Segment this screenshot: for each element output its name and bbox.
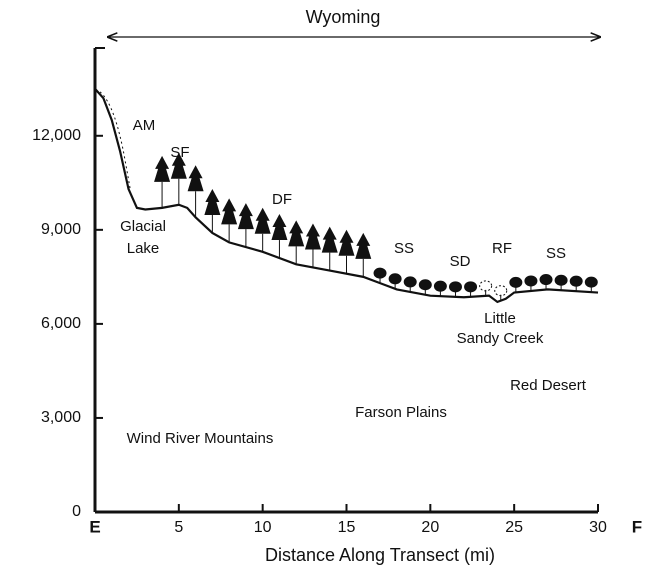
y-tick-label: 3,000 (41, 409, 81, 426)
y-tick-label: 6,000 (41, 315, 81, 332)
tree (204, 188, 221, 215)
annotation: Sandy Creek (457, 330, 544, 347)
tree (288, 220, 305, 247)
annotation: RF (492, 240, 512, 257)
y-tick-label: 0 (72, 503, 81, 520)
annotation: Red Desert (510, 377, 587, 394)
x-tick-label: 25 (505, 519, 523, 536)
x-tick-label: 10 (254, 519, 272, 536)
tree (237, 203, 254, 230)
tree (254, 207, 271, 234)
tree (304, 223, 321, 250)
shrub (418, 279, 432, 291)
tree (321, 226, 338, 253)
tree (187, 165, 204, 192)
annotation: SD (450, 253, 471, 270)
shrub (584, 276, 598, 288)
alpine-edge (99, 91, 131, 190)
x-tick-label: 30 (589, 519, 607, 536)
shrub (373, 267, 387, 279)
annotation: Farson Plains (355, 404, 447, 421)
shrub (479, 280, 493, 292)
annotation: SS (394, 240, 414, 257)
shrub (509, 276, 523, 288)
y-tick-label: 12,000 (32, 127, 81, 144)
x-tick-label: 5 (174, 519, 183, 536)
shrub (494, 285, 508, 297)
shrub (388, 273, 402, 285)
shrub (524, 275, 538, 287)
shrub (403, 276, 417, 288)
shrub (569, 275, 583, 287)
span-label: Wyoming (306, 7, 381, 27)
tree (271, 214, 288, 241)
tree (355, 232, 372, 259)
shrub (539, 274, 553, 286)
tree (221, 198, 238, 225)
shrub (448, 281, 462, 293)
tree (338, 229, 355, 256)
end-label: F (632, 517, 642, 536)
x-axis-title: Distance Along Transect (mi) (265, 545, 495, 565)
shrub (554, 274, 568, 286)
tree (154, 155, 171, 182)
annotation: AM (133, 117, 156, 134)
annotation: Wind River Mountains (127, 430, 274, 447)
shrub (464, 281, 478, 293)
shrub (433, 280, 447, 292)
x-tick-label: 15 (338, 519, 356, 536)
annotation: SS (546, 245, 566, 262)
annotation: SF (170, 144, 189, 161)
annotation: DF (272, 191, 292, 208)
annotation: Lake (127, 240, 160, 257)
annotation: Little (484, 310, 516, 327)
tree (170, 152, 187, 179)
x-tick-label: E (89, 517, 100, 536)
x-tick-label: 20 (421, 519, 439, 536)
y-tick-label: 9,000 (41, 221, 81, 238)
annotation: Glacial (120, 218, 166, 235)
